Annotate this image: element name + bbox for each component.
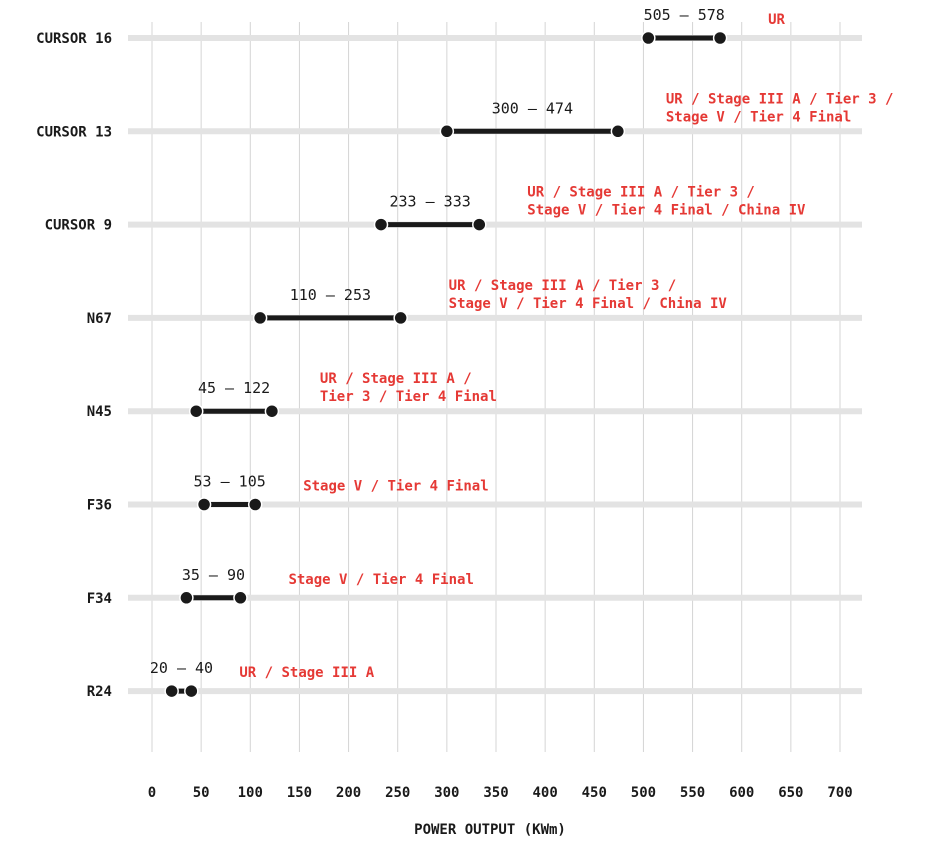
certification-label: UR / Stage III A / Tier 3 / — [449, 278, 677, 294]
vertical-gridlines — [151, 22, 841, 752]
row-label: R24 — [87, 684, 112, 700]
row-label: CURSOR 13 — [36, 124, 112, 140]
x-tick-label: 450 — [582, 785, 607, 801]
range-value-label: 20 — 40 — [150, 659, 213, 677]
range-value-label: 505 — 578 — [644, 6, 725, 24]
x-tick-label: 550 — [680, 785, 705, 801]
range-max-dot — [247, 497, 263, 512]
range-min-dot — [179, 590, 194, 606]
range-value-label: 110 — 253 — [290, 286, 371, 304]
x-tick-label: 300 — [434, 785, 459, 801]
x-tick-label: 600 — [729, 785, 754, 801]
x-tick-label: 400 — [532, 785, 557, 801]
range-value-label: 300 — 474 — [492, 99, 573, 117]
range-min-dot — [641, 30, 656, 46]
certification-label: UR / Stage III A / Tier 3 / — [527, 185, 755, 201]
certification-label: Stage V / Tier 4 Final / China IV — [449, 296, 728, 312]
certification-label: Stage V / Tier 4 Final — [666, 109, 851, 125]
range-min-dot — [373, 217, 389, 232]
range-max-dot — [184, 683, 199, 699]
x-tick-label: 200 — [336, 785, 361, 801]
x-tick-label: 150 — [287, 785, 312, 801]
range-value-label: 35 — 90 — [182, 566, 245, 584]
certification-label: Tier 3 / Tier 4 Final — [320, 389, 497, 405]
certification-label: UR / Stage III A / — [320, 371, 472, 387]
range-min-dot — [164, 683, 179, 699]
x-axis-ticks: 0 50 100 150 200 250 300 350 400 450 500 550 600 650 7… — [148, 785, 853, 801]
row-label: N45 — [87, 404, 112, 420]
x-tick-label: 350 — [483, 785, 508, 801]
row-label: CURSOR 16 — [36, 31, 112, 47]
x-tick-label: 100 — [238, 785, 263, 801]
x-tick-label: 650 — [778, 785, 803, 801]
range-max-dot — [610, 124, 626, 139]
certification-label: UR / Stage III A / Tier 3 / — [666, 91, 894, 107]
x-axis-title: POWER OUTPUT (KWm) — [414, 822, 566, 838]
x-tick-label: 700 — [827, 785, 852, 801]
range-max-dot — [712, 30, 728, 46]
row-label: CURSOR 9 — [45, 218, 112, 234]
range-max-dot — [233, 590, 248, 606]
range-marks: CURSOR 16 505 — 578 UR CURSOR 13 300 — 474 UR… — [36, 6, 893, 700]
certification-label: UR — [768, 12, 785, 28]
certification-label: UR / Stage III A — [239, 665, 374, 681]
range-value-label: 233 — 333 — [390, 193, 471, 211]
row-label: N67 — [87, 311, 112, 327]
row-label: F34 — [87, 591, 112, 607]
certification-label: Stage V / Tier 4 Final — [288, 572, 473, 588]
range-min-dot — [439, 124, 455, 139]
range-min-dot — [252, 310, 268, 326]
certification-label: Stage V / Tier 4 Final / China IV — [527, 203, 806, 219]
x-tick-label: 500 — [631, 785, 656, 801]
row-label: F36 — [87, 498, 112, 514]
x-tick-label: 250 — [385, 785, 410, 801]
range-max-dot — [472, 217, 487, 232]
range-min-dot — [196, 497, 212, 512]
x-tick-label: 0 — [148, 785, 156, 801]
x-tick-label: 50 — [193, 785, 210, 801]
range-value-label: 45 — 122 — [198, 379, 270, 397]
range-max-dot — [264, 403, 280, 419]
range-max-dot — [393, 310, 408, 326]
range-min-dot — [188, 403, 204, 419]
range-value-label: 53 — 105 — [194, 473, 266, 491]
certification-label: Stage V / Tier 4 Final — [303, 479, 488, 495]
